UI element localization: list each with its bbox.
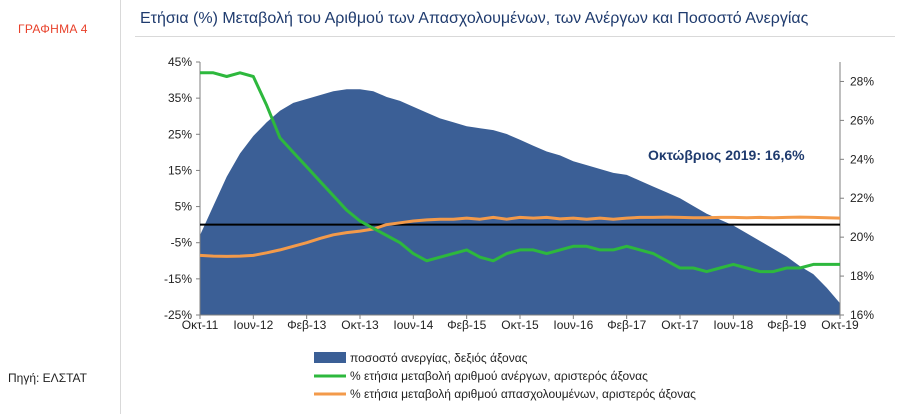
legend-label: % ετήσια μεταβολή αριθμού ανέργων, αριστ… — [350, 369, 648, 383]
left-axis-tick-label: -15% — [164, 272, 192, 286]
right-axis-tick-label: 20% — [850, 230, 874, 244]
sidebar: ΓΡΑΦΗΜΑ 4 Πηγή: ΕΛΣΤΑΤ — [0, 0, 121, 414]
right-axis-tick-label: 22% — [850, 191, 874, 205]
x-axis-tick-label: Ιουν-12 — [233, 318, 273, 332]
x-axis-tick-label: Ιουν-16 — [553, 318, 593, 332]
x-axis-tick-label: Φεβ-17 — [607, 318, 646, 332]
right-axis-tick-label: 18% — [850, 269, 874, 283]
unemployed-change-line — [200, 71, 840, 274]
x-axis-tick-label: Οκτ-19 — [821, 318, 859, 332]
left-axis-tick-label: 35% — [168, 91, 192, 105]
x-axis-tick-label: Φεβ-19 — [767, 318, 806, 332]
chart-title: Ετήσια (%) Μεταβολή του Αριθμού των Απασ… — [140, 10, 809, 27]
x-axis-tick-label: Φεβ-15 — [447, 318, 486, 332]
graph-number-label: ΓΡΑΦΗΜΑ 4 — [18, 22, 88, 36]
x-axis-tick-label: Οκτ-15 — [501, 318, 539, 332]
x-axis-tick-label: Ιουν-18 — [713, 318, 753, 332]
x-axis-tick-label: Οκτ-11 — [182, 318, 219, 332]
x-axis-tick-label: Φεβ-13 — [287, 318, 326, 332]
right-axis-tick-label: 24% — [850, 152, 874, 166]
x-axis-tick-label: Ιουν-14 — [393, 318, 433, 332]
legend-label: % ετήσια μεταβολή αριθμού απασχολουμένων… — [350, 387, 696, 401]
x-axis-tick-label: Οκτ-13 — [341, 318, 379, 332]
right-axis-tick-label: 16% — [850, 308, 874, 322]
unemployment-rate-area — [200, 89, 840, 315]
left-axis-tick-label: 15% — [168, 163, 192, 177]
title-divider — [135, 36, 895, 37]
left-axis-tick-label: -25% — [164, 308, 192, 322]
legend-label: ποσοστό ανεργίας, δεξιός άξονας — [350, 351, 528, 365]
right-axis-tick-label: 26% — [850, 113, 874, 127]
left-axis-tick-label: 5% — [175, 200, 193, 214]
right-axis-tick-label: 28% — [850, 74, 874, 88]
legend-swatch-area — [314, 352, 346, 363]
left-axis-tick-label: 45% — [168, 55, 192, 69]
latest-value-annotation: Οκτώβριος 2019: 16,6% — [648, 147, 805, 163]
employed-change-line — [199, 215, 841, 258]
left-axis-tick-label: 25% — [168, 127, 192, 141]
left-axis-tick-label: -5% — [171, 236, 193, 250]
source-label: Πηγή: ΕΛΣΤΑΤ — [8, 371, 88, 385]
x-axis-tick-label: Οκτ-17 — [661, 318, 699, 332]
